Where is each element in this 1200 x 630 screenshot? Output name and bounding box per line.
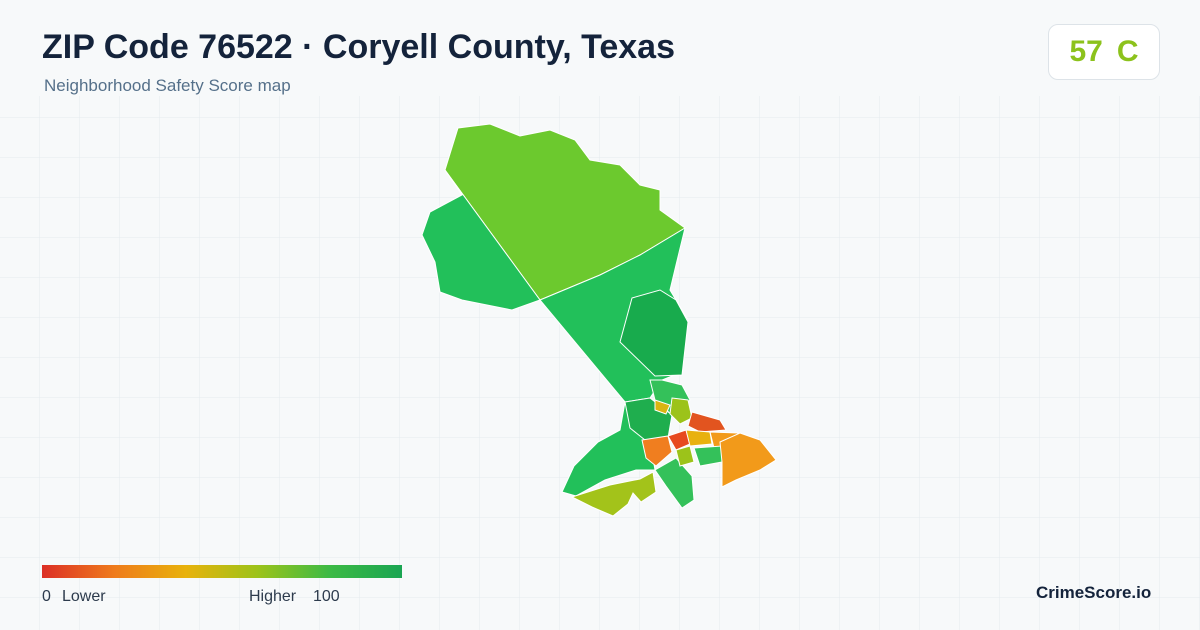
- score-value: 57: [1069, 35, 1103, 68]
- region: [669, 397, 693, 425]
- legend-min-label: Lower: [62, 588, 106, 605]
- legend-max-label: Higher: [249, 588, 297, 605]
- brand: CrimeScore.io: [1036, 583, 1152, 602]
- regions: [421, 123, 777, 517]
- region: [570, 471, 657, 517]
- subtitle: Neighborhood Safety Score map: [44, 76, 291, 95]
- legend-gradient: [42, 565, 402, 578]
- region: [641, 435, 673, 467]
- title: ZIP Code 76522 · Coryell County, Texas: [42, 28, 675, 66]
- region: [421, 169, 541, 311]
- region: [654, 457, 695, 509]
- region: [619, 289, 689, 377]
- region: [685, 429, 713, 447]
- region: [719, 432, 777, 488]
- score-badge: 57 C: [1048, 24, 1160, 80]
- legend-min: 0: [42, 588, 51, 605]
- region: [687, 411, 727, 433]
- region: [675, 445, 695, 467]
- legend-max: 100: [313, 588, 340, 605]
- score-grade: C: [1116, 35, 1139, 68]
- region: [654, 399, 671, 415]
